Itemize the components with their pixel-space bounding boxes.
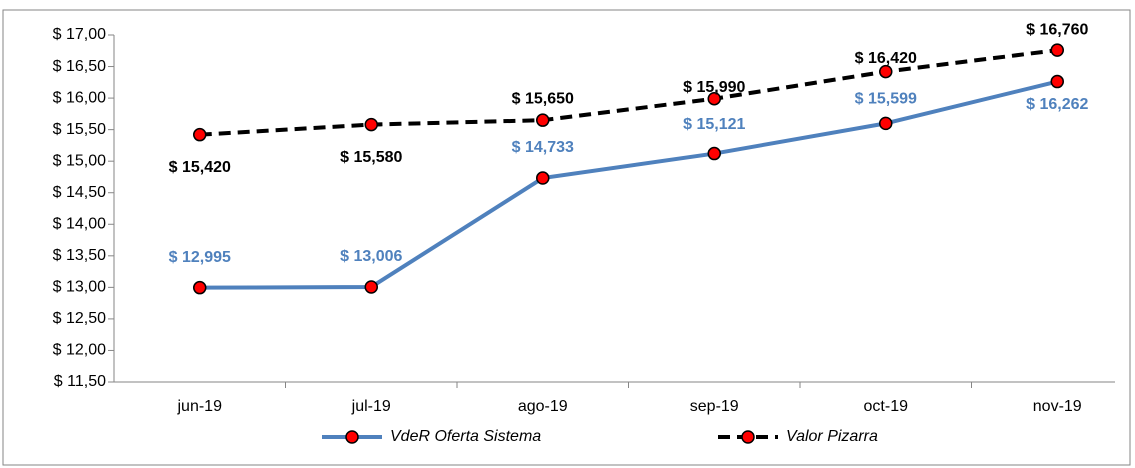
y-tick-label: $ 12,50 [53,310,106,327]
series-line [199,79,1058,290]
data-label: $ 15,420 [169,159,231,176]
y-tick-label: $ 13,00 [53,279,106,296]
x-tick-label: sep-19 [690,398,739,415]
marker [536,113,550,127]
y-tick-label: $ 11,50 [54,373,106,390]
data-label: $ 15,990 [683,79,745,96]
data-label: $ 13,006 [340,248,402,265]
data-label: $ 16,760 [1026,21,1088,38]
data-label: $ 15,650 [512,90,574,107]
legend-marker [345,430,359,444]
y-tick-label: $ 16,00 [53,89,106,106]
y-tick-label: $ 14,50 [53,184,106,201]
x-tick-label: jul-19 [351,398,391,415]
data-label: $ 15,121 [683,116,745,133]
y-tick-label: $ 16,50 [53,58,106,75]
legend-label: Valor Pizarra [786,428,878,445]
y-tick-label: $ 13,50 [53,247,106,264]
data-label: $ 16,262 [1026,96,1088,113]
marker [879,64,893,79]
marker [707,146,721,161]
marker [707,91,721,106]
marker [1050,74,1064,89]
chart-frame [2,9,1131,466]
data-label: $ 15,599 [855,91,917,108]
marker [364,280,378,294]
data-label: $ 14,733 [512,139,574,156]
y-tick-label: $ 15,50 [53,121,106,138]
marker [1050,43,1064,57]
x-tick-label: jun-19 [177,398,223,415]
data-label: $ 16,420 [855,50,917,67]
marker [879,116,893,131]
y-tick-label: $ 14,00 [53,215,106,232]
x-tick-label: ago-19 [518,398,568,415]
y-tick-label: $ 15,00 [53,152,106,169]
marker [536,171,550,185]
y-tick-label: $ 17,00 [53,26,106,43]
marker [193,280,207,295]
legend-marker [741,430,755,444]
y-tick-label: $ 12,00 [53,342,106,359]
data-label: $ 15,580 [340,149,402,166]
marker [364,117,378,132]
x-tick-label: oct-19 [864,398,909,415]
marker [193,127,207,142]
series-line [199,48,1058,137]
x-tick-label: nov-19 [1033,398,1082,415]
data-label: $ 12,995 [169,249,231,266]
legend-label: VdeR Oferta Sistema [390,428,541,445]
